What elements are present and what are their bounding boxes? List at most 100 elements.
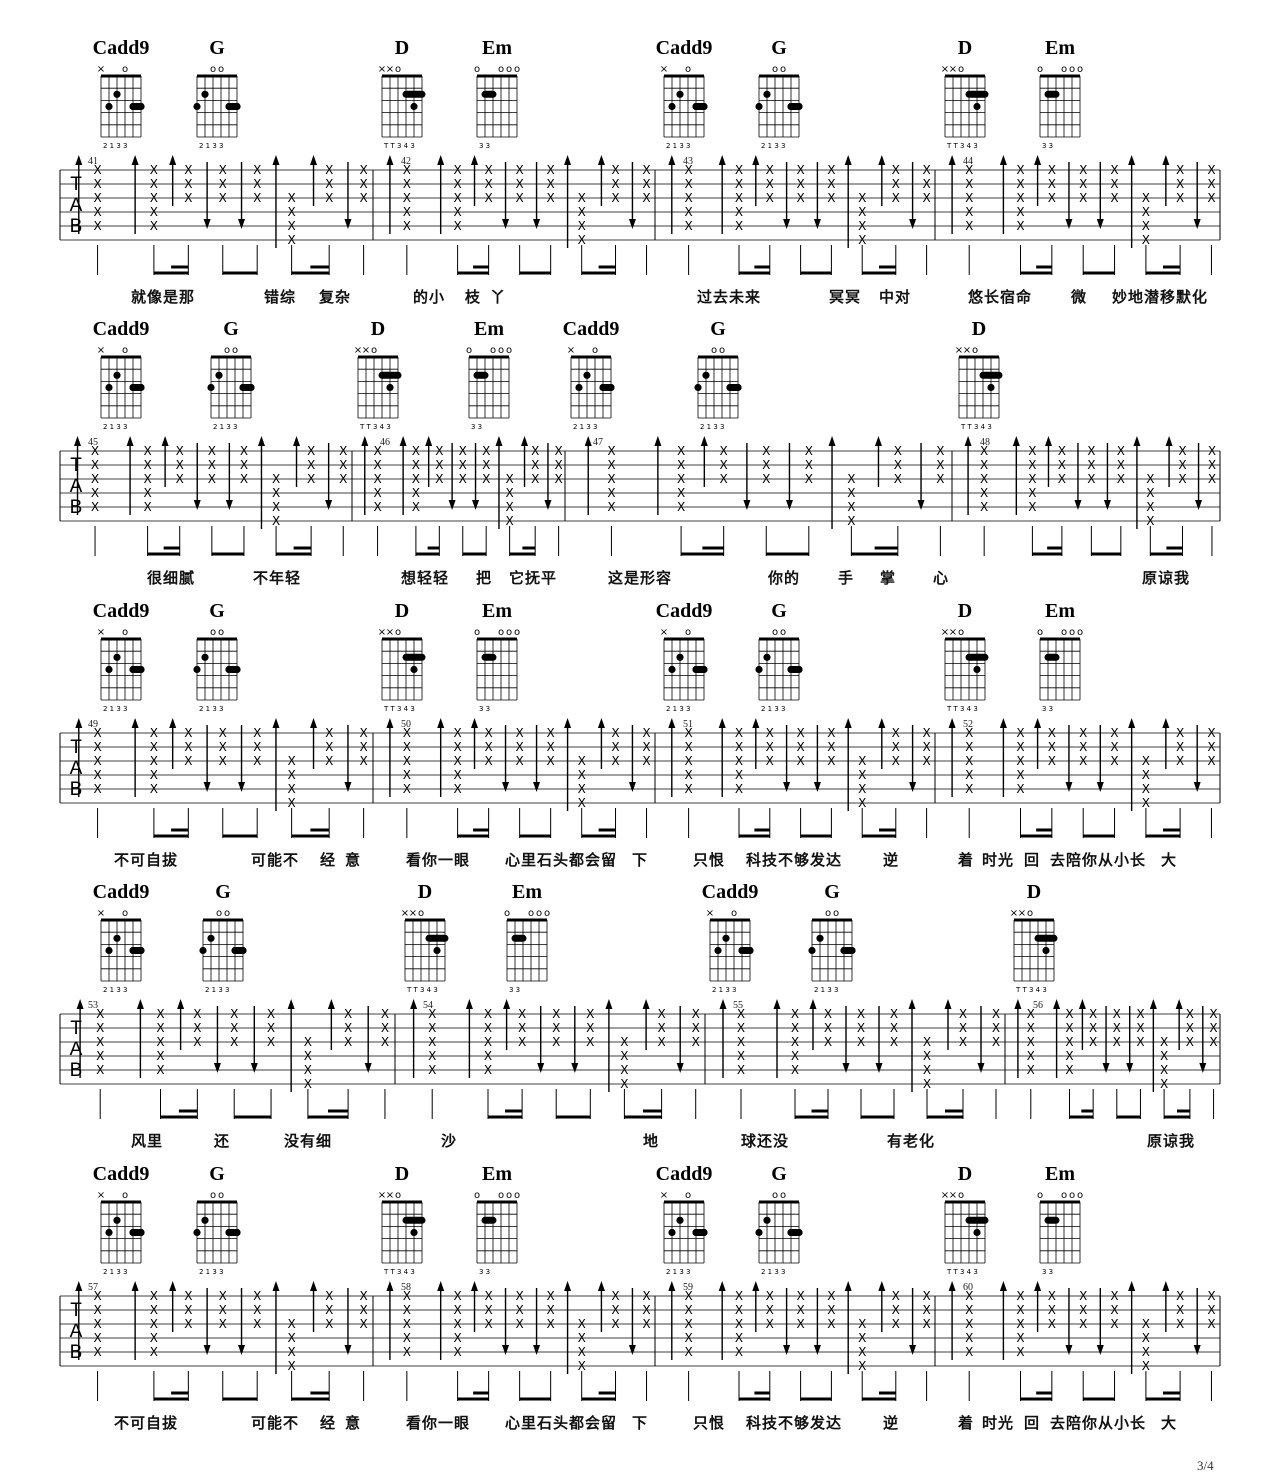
muted-string-marker: ×	[1018, 908, 1026, 919]
muted-strum-x: X	[516, 1317, 524, 1331]
arrow-down-icon	[533, 219, 541, 229]
arrow-up-icon	[668, 1281, 676, 1291]
muted-strum-x: X	[193, 1035, 201, 1049]
muted-strum-x: X	[922, 1289, 930, 1303]
lyric-segment: 原谅我	[1147, 1132, 1196, 1150]
finger-numbers: 2 1 3 3	[814, 986, 839, 994]
muted-strum-x: X	[208, 472, 216, 486]
lyric-segment: 球还没	[741, 1132, 790, 1150]
arrow-up-icon	[1078, 999, 1086, 1009]
muted-strum-x: X	[325, 740, 333, 754]
arrow-down-icon	[909, 1345, 917, 1355]
muted-strum-x: X	[184, 1289, 192, 1303]
muted-strum-x: X	[737, 1021, 745, 1035]
chord-name: D	[370, 318, 386, 340]
muted-strum-x: X	[992, 1007, 1000, 1021]
finger-dot	[694, 383, 702, 392]
muted-strum-x: X	[547, 726, 555, 740]
muted-strum-x: X	[359, 163, 367, 177]
muted-strum-x: X	[607, 472, 615, 486]
arrow-up-icon	[597, 718, 605, 728]
muted-strum-x: X	[1048, 1303, 1056, 1317]
open-string-marker: o	[210, 64, 216, 75]
muted-strum-x: X	[923, 1077, 931, 1091]
muted-strum-x: X	[611, 1303, 619, 1317]
muted-strum-x: X	[267, 1007, 275, 1021]
muted-strum-x: X	[735, 163, 743, 177]
open-string-marker: o	[592, 345, 598, 356]
finger-numbers: 2 1 3 3	[666, 142, 691, 150]
arrow-down-icon	[783, 219, 791, 229]
muted-strum-x: X	[578, 233, 586, 247]
muted-strum-x: X	[791, 1007, 799, 1021]
arrow-up-icon	[844, 718, 852, 728]
chord-name: Cadd9	[92, 318, 150, 340]
muted-strum-x: X	[1146, 472, 1154, 486]
finger-dot	[676, 1216, 684, 1224]
finger-dot	[113, 653, 121, 661]
muted-strum-x: X	[219, 754, 227, 768]
arrow-down-icon	[813, 1345, 821, 1355]
muted-strum-x: X	[253, 163, 261, 177]
muted-strum-x: X	[253, 726, 261, 740]
open-string-marker: o	[685, 627, 691, 638]
muted-strum-x: X	[1048, 191, 1056, 205]
chord-diagram-cadd9: × o 2 1 3 3	[660, 1190, 708, 1276]
muted-strum-x: X	[143, 486, 151, 500]
lyric-segment: 看你一眼	[406, 851, 471, 869]
lyric-segment: 很细腻	[147, 569, 196, 587]
lyric-segment: 不年轻	[253, 569, 302, 587]
measure-number: 52	[963, 719, 973, 730]
muted-strum-x: X	[980, 472, 988, 486]
chord-name: Em	[474, 318, 504, 340]
muted-strum-x: X	[586, 1021, 594, 1035]
chord-diagram-d: × × oT T 3 4 3	[354, 345, 402, 431]
open-string-marker: o	[498, 1190, 504, 1201]
muted-strum-x: X	[359, 191, 367, 205]
muted-strum-x: X	[1110, 1303, 1118, 1317]
arrow-down-icon	[813, 782, 821, 792]
muted-strum-x: X	[965, 1289, 973, 1303]
muted-strum-x: X	[965, 191, 973, 205]
muted-strum-x: X	[1065, 1021, 1073, 1035]
open-string-marker: o	[1077, 627, 1083, 638]
finger-dot	[215, 371, 223, 379]
muted-strum-x: X	[791, 1021, 799, 1035]
muted-strum-x: X	[150, 1331, 158, 1345]
muted-strum-x: X	[485, 740, 493, 754]
finger-dot	[193, 102, 201, 111]
muted-strum-x: X	[344, 1021, 352, 1035]
muted-strum-x: X	[184, 1317, 192, 1331]
muted-strum-x: X	[219, 177, 227, 191]
lyric-segment: 回	[1024, 851, 1041, 869]
arrow-down-icon	[1126, 1063, 1134, 1073]
muted-strum-x: X	[735, 219, 743, 233]
muted-strum-x: X	[923, 1049, 931, 1063]
muted-strum-x: X	[482, 444, 490, 458]
muted-strum-x: X	[554, 444, 562, 458]
chord-name: G	[215, 881, 231, 903]
muted-strum-x: X	[93, 726, 101, 740]
arrow-down-icon	[1065, 782, 1073, 792]
muted-strum-x: X	[219, 740, 227, 754]
muted-strum-x: X	[325, 754, 333, 768]
muted-strum-x: X	[1136, 1007, 1144, 1021]
lyric-segment: 回	[1024, 1414, 1041, 1432]
muted-strum-x: X	[516, 754, 524, 768]
muted-strum-x: X	[453, 782, 461, 796]
muted-strum-x: X	[858, 1345, 866, 1359]
muted-strum-x: X	[657, 1007, 665, 1021]
chord-diagram-g: o o 2 1 3 3	[193, 627, 241, 713]
muted-strum-x: X	[1065, 1063, 1073, 1077]
muted-strum-x: X	[805, 472, 813, 486]
lyric-segment: 中对	[879, 288, 912, 306]
arrow-up-icon	[999, 1281, 1007, 1291]
muted-strum-x: X	[858, 219, 866, 233]
muted-strum-x: X	[1028, 472, 1036, 486]
muted-strum-x: X	[453, 191, 461, 205]
tab-clef-letter: B	[69, 779, 83, 800]
measure-number: 57	[88, 1282, 98, 1293]
